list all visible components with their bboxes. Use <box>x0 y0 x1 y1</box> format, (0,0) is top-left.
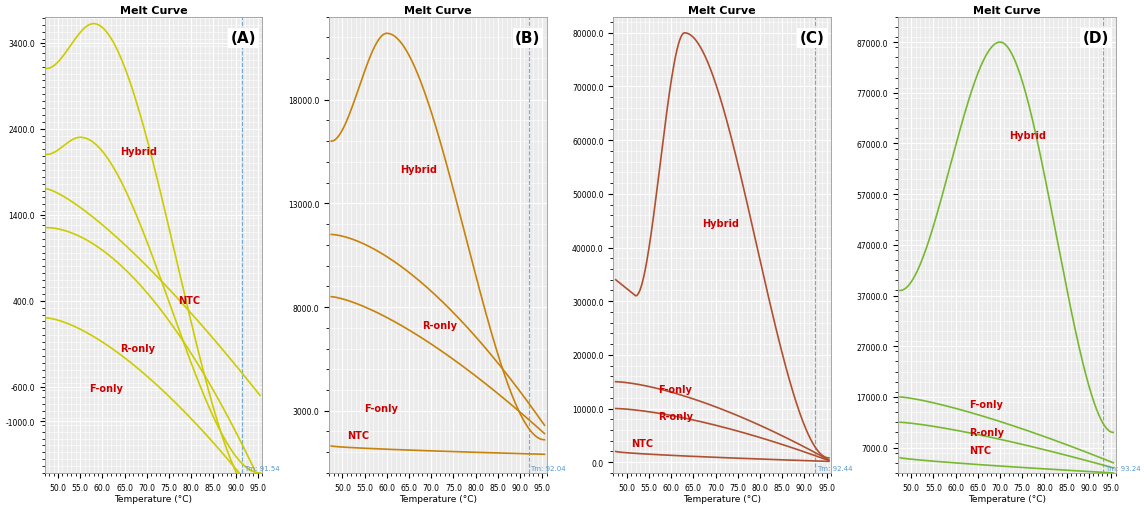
X-axis label: Temperature (°C): Temperature (°C) <box>399 494 477 503</box>
Text: Hybrid: Hybrid <box>1009 131 1046 141</box>
Text: NTC: NTC <box>969 445 991 455</box>
Text: Tm: 92.04: Tm: 92.04 <box>530 465 567 471</box>
Text: NTC: NTC <box>178 295 200 305</box>
Text: R-only: R-only <box>120 343 155 353</box>
Text: NTC: NTC <box>631 438 654 448</box>
Text: (B): (B) <box>515 32 540 46</box>
Text: Hybrid: Hybrid <box>120 147 157 157</box>
Text: (A): (A) <box>231 32 256 46</box>
Text: NTC: NTC <box>346 430 369 440</box>
Text: R-only: R-only <box>969 427 1004 437</box>
X-axis label: Temperature (°C): Temperature (°C) <box>115 494 193 503</box>
X-axis label: Temperature (°C): Temperature (°C) <box>684 494 762 503</box>
Text: Tm: 92.44: Tm: 92.44 <box>817 465 852 471</box>
Text: F-only: F-only <box>89 383 123 393</box>
Title: Melt Curve: Melt Curve <box>119 6 187 16</box>
Text: (D): (D) <box>1083 32 1109 46</box>
Title: Melt Curve: Melt Curve <box>404 6 471 16</box>
Text: R-only: R-only <box>658 411 693 421</box>
Text: Tm: 91.54: Tm: 91.54 <box>244 465 280 471</box>
Text: (C): (C) <box>799 32 825 46</box>
Title: Melt Curve: Melt Curve <box>973 6 1040 16</box>
Text: Hybrid: Hybrid <box>702 219 740 229</box>
Text: F-only: F-only <box>969 399 1002 409</box>
Title: Melt Curve: Melt Curve <box>688 6 756 16</box>
Text: F-only: F-only <box>658 385 692 394</box>
Text: R-only: R-only <box>422 320 458 330</box>
X-axis label: Temperature (°C): Temperature (°C) <box>968 494 1046 503</box>
Text: Hybrid: Hybrid <box>400 165 437 175</box>
Text: F-only: F-only <box>365 403 398 413</box>
Text: Tm: 93.24: Tm: 93.24 <box>1105 465 1140 471</box>
